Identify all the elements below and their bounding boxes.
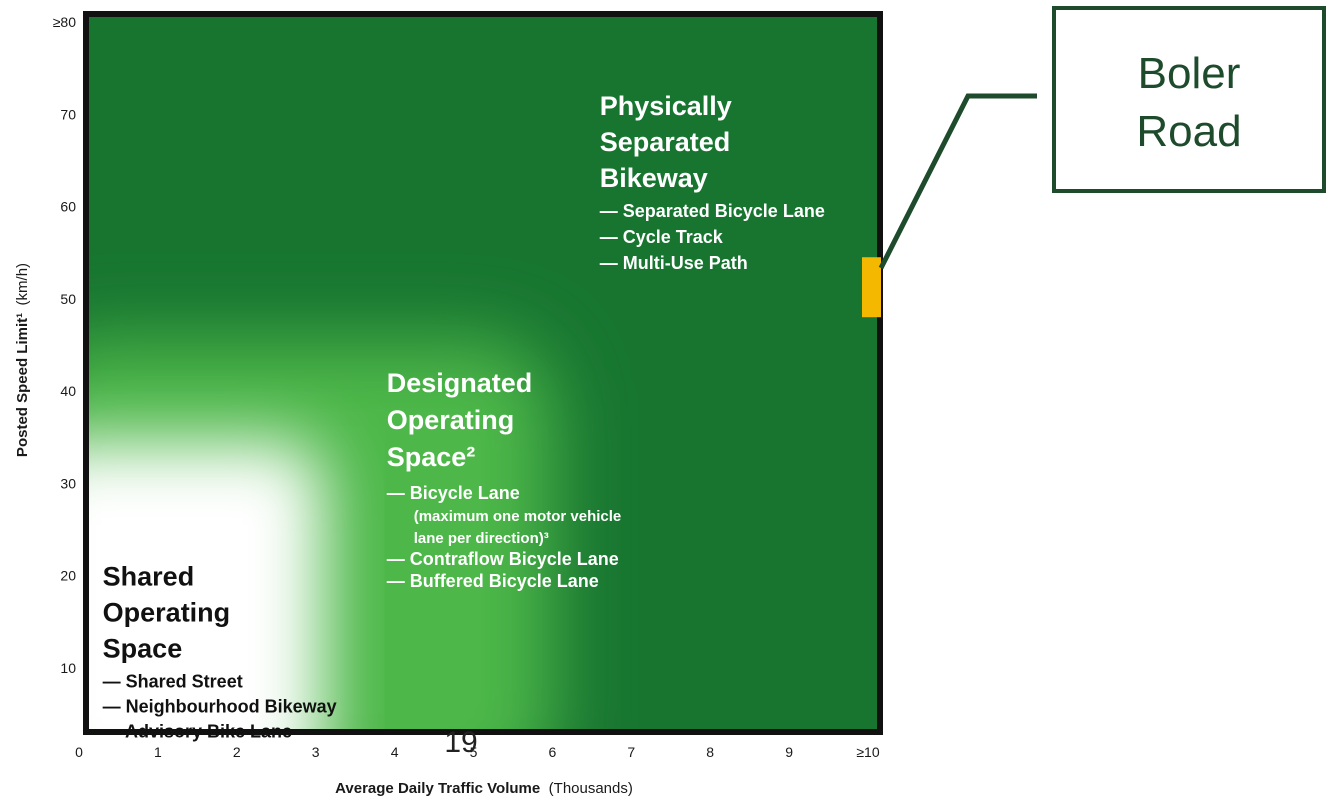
zone-item-line: — Contraflow Bicycle Lane [387,549,619,569]
y-tick-label: 50 [60,291,76,307]
y-tick-label: 30 [60,475,76,491]
x-axis-label: Average Daily Traffic Volume (Thousands) [335,780,633,796]
zone-title-line: Operating [387,405,515,435]
zone-item-line: — Separated Bicycle Lane [600,201,825,221]
zone-title-line: Space [103,634,183,664]
zone-title-line: Designated [387,368,533,398]
y-tick-label: 40 [60,383,76,399]
page-number: 19 [444,726,477,759]
x-tick-label: 4 [391,744,399,760]
zone-item-line: — Neighbourhood Bikeway [103,697,337,717]
zone-item-line: — Cycle Track [600,227,724,247]
x-tick-label: 6 [549,744,557,760]
callout-leader-line [878,93,1037,270]
zone-title-line: Space² [387,442,476,472]
y-axis-label-main: Posted Speed Limit¹ [14,313,31,457]
zone-item-line: — Bicycle Lane [387,483,520,503]
zone-item-line: — Advisory Bike Lane [103,722,292,742]
zone-title-line: Separated [600,127,731,157]
zone-item-line: — Multi-Use Path [600,253,748,273]
x-axis-label-main: Average Daily Traffic Volume [335,780,540,796]
zone-label-separated: Physically Separated Bikeway — Separated Bi… [600,91,825,273]
zone-labels: Shared Operating Space — Shared Street — Nei… [103,91,825,741]
x-tick-label: 0 [75,744,83,760]
zone-label-designated: Designated Operating Space² — Bicycle Lane (… [387,368,622,591]
y-tick-label: 60 [60,199,76,215]
zone-item-line: — Buffered Bicycle Lane [387,571,599,591]
boler-road-highlight [862,257,881,318]
y-axis-ticks: 10 20 30 40 50 60 70 ≥80 [53,14,76,676]
y-tick-label: 20 [60,568,76,584]
callout-box [1052,6,1326,193]
y-axis-label: Posted Speed Limit¹ (km/h) [14,263,31,457]
y-tick-label: 70 [60,106,76,122]
x-tick-label: 2 [233,744,241,760]
x-tick-label: 5 [470,744,478,760]
zone-item-line: — Shared Street [103,672,243,692]
x-axis-label-unit: (Thousands) [549,780,633,796]
zone-title-line: Shared [103,562,195,592]
y-axis-label-unit: (km/h) [14,263,31,306]
x-tick-label: 3 [312,744,320,760]
y-tick-label: ≥80 [53,14,76,30]
plot-area [83,11,883,735]
zone-label-shared: Shared Operating Space — Shared Street — Nei… [103,562,337,742]
x-axis-ticks: 0 1 2 3 4 5 6 7 8 9 ≥10 [75,744,880,760]
shared-zone-fill [86,441,324,732]
x-tick-label: 8 [706,744,714,760]
y-tick-label: 10 [60,660,76,676]
callout-text-line-2: Road [1136,107,1241,156]
x-tick-label: 1 [154,744,162,760]
zone-title-line: Operating [103,598,231,628]
zone-note-line: (maximum one motor vehicle [414,508,622,525]
zone-title-line: Physically [600,91,732,121]
zone-note-line: lane per direction)³ [414,530,549,547]
x-tick-label: 7 [627,744,635,760]
callout-text-line-1: Boler [1138,49,1241,98]
plot-border [83,11,883,735]
x-tick-label: ≥10 [856,744,879,760]
x-tick-label: 9 [785,744,793,760]
zone-title-line: Bikeway [600,163,708,193]
